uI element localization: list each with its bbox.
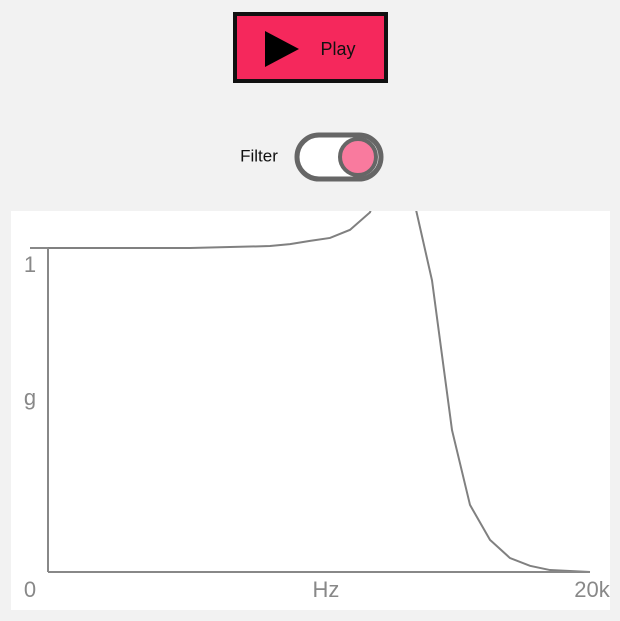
plot-area xyxy=(11,211,610,610)
plot xyxy=(48,211,591,573)
y-tick-label: 1 xyxy=(24,252,36,277)
y-axis-label: g xyxy=(24,385,36,410)
x-axis-label: Hz xyxy=(313,577,340,602)
x-tick-label: 20k xyxy=(574,577,610,602)
play-button[interactable]: Play xyxy=(233,12,388,83)
toggle-knob xyxy=(338,137,378,177)
play-label: Play xyxy=(320,39,355,59)
filter-toggle[interactable] xyxy=(294,132,384,182)
response-line xyxy=(48,211,591,573)
x-tick-label: 0 xyxy=(24,577,36,602)
play-icon xyxy=(265,31,299,67)
play-button-bg[interactable] xyxy=(233,12,388,83)
axes: g Hz 1 0 20k xyxy=(24,247,611,602)
filter-label: Filter xyxy=(240,146,278,165)
